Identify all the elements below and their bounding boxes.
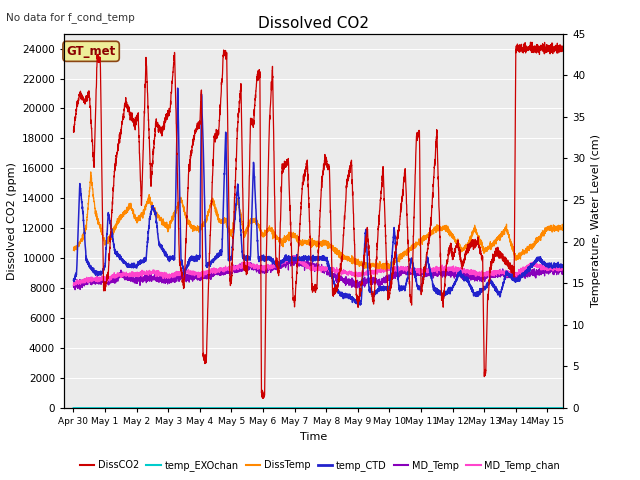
Text: GT_met: GT_met — [67, 45, 116, 58]
X-axis label: Time: Time — [300, 432, 327, 442]
Y-axis label: Temperature, Water Level (cm): Temperature, Water Level (cm) — [591, 134, 601, 307]
Text: No data for f_cond_temp: No data for f_cond_temp — [6, 12, 135, 23]
Legend: DissCO2, temp_EXOchan, DissTemp, temp_CTD, MD_Temp, MD_Temp_chan: DissCO2, temp_EXOchan, DissTemp, temp_CT… — [76, 456, 564, 475]
Y-axis label: Dissolved CO2 (ppm): Dissolved CO2 (ppm) — [6, 162, 17, 280]
Title: Dissolved CO2: Dissolved CO2 — [258, 16, 369, 31]
